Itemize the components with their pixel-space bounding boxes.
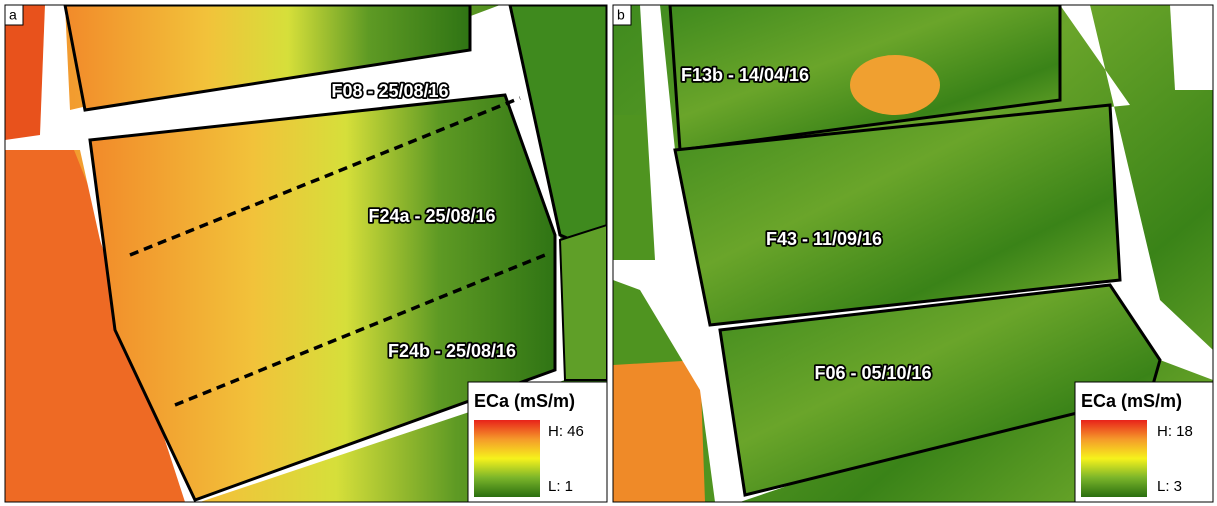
legend-title: ECa (mS/m) xyxy=(1081,391,1182,411)
field-label: F24b - 25/08/16 xyxy=(388,341,516,361)
legend-ramp xyxy=(474,420,540,497)
panel-b: b F13b - 14/04/16 F43 - 11/09/16 F06 - 0… xyxy=(613,5,1213,502)
legend-high: H: 46 xyxy=(548,423,584,440)
field-label: F43 - 11/09/16 xyxy=(766,229,882,249)
legend-low: L: 3 xyxy=(1157,478,1182,495)
field-label: F24a - 25/08/16 xyxy=(368,206,495,226)
panel-letter: b xyxy=(617,7,625,23)
panel-a: a F08 - 25/08/16 F24a - 25/08/16 F24b - … xyxy=(5,5,607,502)
legend-high: H: 18 xyxy=(1157,423,1193,440)
field-label: F08 - 25/08/16 xyxy=(331,81,448,101)
legend-title: ECa (mS/m) xyxy=(474,391,575,411)
legend-low: L: 1 xyxy=(548,478,573,495)
field-label: F13b - 14/04/16 xyxy=(681,65,809,85)
field-label: F06 - 05/10/16 xyxy=(814,363,931,383)
page: a F08 - 25/08/16 F24a - 25/08/16 F24b - … xyxy=(0,0,1217,506)
panel-letter: a xyxy=(9,7,17,23)
legend-ramp xyxy=(1081,420,1147,497)
figure: a F08 - 25/08/16 F24a - 25/08/16 F24b - … xyxy=(0,0,1217,506)
